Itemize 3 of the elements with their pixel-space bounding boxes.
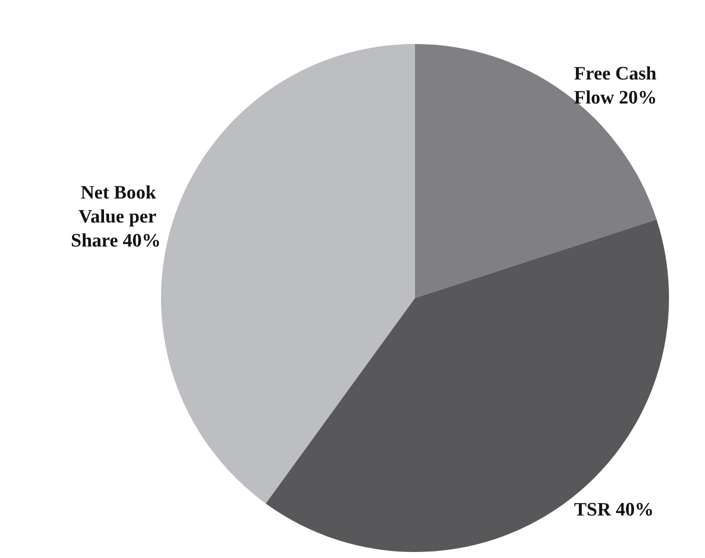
slice-label: Free Cash Flow 20% xyxy=(574,64,662,109)
slice-label: TSR 40% xyxy=(574,499,654,520)
slice-label: Net Book Value per Share 40% xyxy=(70,182,161,252)
